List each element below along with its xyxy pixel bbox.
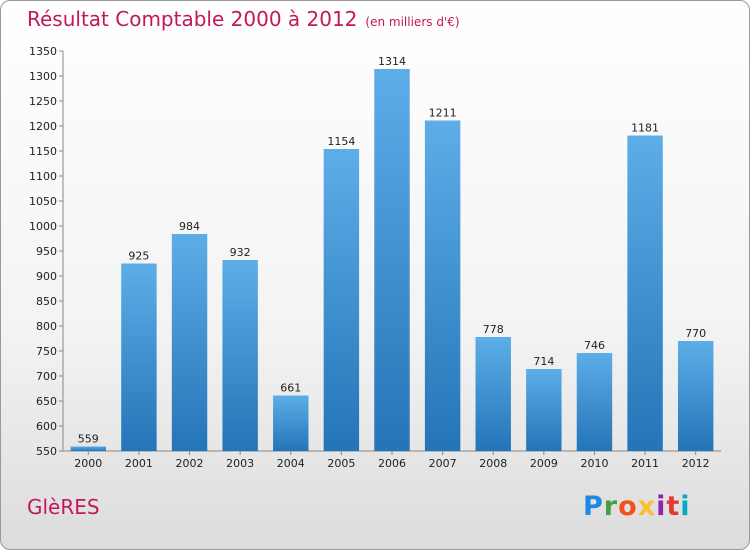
logo-letter: r — [603, 491, 619, 522]
bar-2000[interactable] — [70, 446, 107, 452]
x-tick-label: 2011 — [631, 457, 659, 470]
y-tick-label: 1300 — [29, 70, 57, 83]
value-label-2005: 1154 — [327, 135, 355, 148]
bar-2010[interactable] — [576, 353, 613, 451]
x-tick-label: 2004 — [277, 457, 305, 470]
y-tick-label: 750 — [36, 345, 57, 358]
value-label-2010: 746 — [584, 339, 605, 352]
value-label-2001: 925 — [128, 250, 149, 263]
y-tick-label: 1250 — [29, 95, 57, 108]
y-tick-label: 850 — [36, 295, 57, 308]
value-label-2012: 770 — [685, 327, 706, 340]
bar-2011[interactable] — [627, 135, 663, 452]
logo-letter: i — [680, 491, 691, 522]
chart-title-main: Résultat Comptable 2000 à 2012 — [27, 7, 358, 31]
bar-2004[interactable] — [273, 395, 309, 452]
commune-name: GlèRES — [27, 495, 100, 519]
value-label-2008: 778 — [483, 323, 504, 336]
y-tick-label: 550 — [36, 445, 57, 458]
y-axis: 550 600 650 700 750 800 850 900 950 1000 1050 1100 1… — [29, 45, 64, 458]
value-label-2003: 932 — [230, 246, 251, 259]
x-tick-label: 2012 — [682, 457, 710, 470]
x-tick-label: 2008 — [479, 457, 507, 470]
value-label-2007: 1211 — [429, 107, 457, 120]
bar-2003[interactable] — [222, 260, 258, 451]
bar-2001[interactable] — [121, 263, 157, 452]
y-tick-label: 650 — [36, 395, 57, 408]
bar-2009[interactable] — [526, 369, 562, 451]
y-tick-label: 800 — [36, 320, 57, 333]
bar-2008[interactable] — [475, 337, 511, 451]
x-tick-label: 2000 — [74, 457, 102, 470]
logo-letter: t — [666, 491, 681, 522]
value-label-2011: 1181 — [631, 122, 659, 135]
bar-2005[interactable] — [323, 149, 360, 451]
x-tick-label: 2009 — [530, 457, 558, 470]
x-tick-label: 2007 — [429, 457, 457, 470]
bar-2006[interactable] — [374, 69, 410, 451]
value-label-2002: 984 — [179, 220, 200, 233]
bar-2002[interactable] — [171, 234, 208, 451]
y-tick-label: 1150 — [29, 145, 57, 158]
y-tick-label: 600 — [36, 420, 57, 433]
x-tick-label: 2001 — [125, 457, 153, 470]
value-label-2009: 714 — [533, 355, 554, 368]
x-axis: 2000 2001 2002 2003 2004 2005 2006 2007 2008 2009… — [63, 450, 721, 470]
y-tick-label: 700 — [36, 370, 57, 383]
y-tick-label: 1100 — [29, 170, 57, 183]
chart-title: Résultat Comptable 2000 à 2012 (en millie… — [27, 7, 460, 31]
logo-letter: o — [618, 491, 638, 522]
chart-subtitle: (en milliers d'€) — [365, 15, 460, 29]
logo-letter: x — [637, 491, 657, 522]
bar-2007[interactable] — [424, 120, 461, 452]
y-tick-label: 950 — [36, 245, 57, 258]
value-labels: 559 925 984 932 661 1154 1314 1211 778 714 746 1181… — [78, 55, 706, 446]
value-label-2004: 661 — [280, 382, 301, 395]
proxiti-logo[interactable]: Proxiti — [583, 491, 691, 522]
logo-letter: P — [583, 491, 604, 522]
value-label-2000: 559 — [78, 433, 99, 446]
x-tick-label: 2002 — [176, 457, 204, 470]
x-tick-label: 2010 — [580, 457, 608, 470]
y-tick-label: 900 — [36, 270, 57, 283]
y-tick-label: 1050 — [29, 195, 57, 208]
x-tick-label: 2005 — [327, 457, 355, 470]
logo-letter: i — [656, 491, 667, 522]
y-tick-label: 1350 — [29, 45, 57, 58]
y-tick-label: 1200 — [29, 120, 57, 133]
value-label-2006: 1314 — [378, 55, 406, 68]
bars — [70, 69, 714, 452]
x-tick-label: 2006 — [378, 457, 406, 470]
x-tick-label: 2003 — [226, 457, 254, 470]
bar-2012[interactable] — [677, 341, 714, 451]
y-tick-label: 1000 — [29, 220, 57, 233]
